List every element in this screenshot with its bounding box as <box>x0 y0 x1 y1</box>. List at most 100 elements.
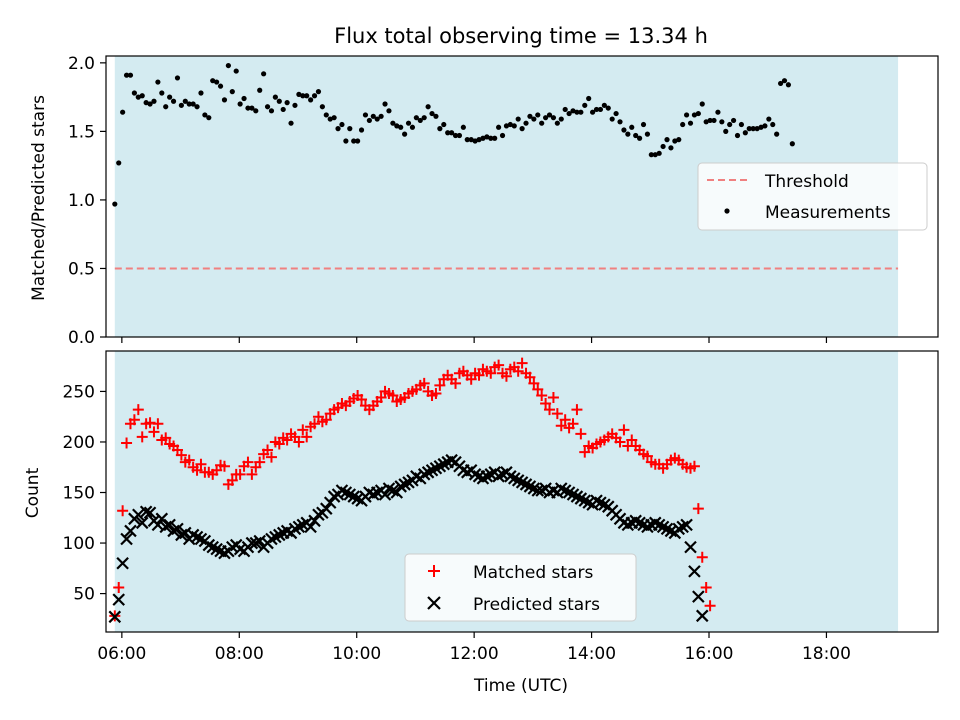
measurement-point <box>112 201 118 207</box>
measurement-point <box>178 102 184 108</box>
measurement-point <box>476 137 482 143</box>
measurement-point <box>672 138 678 144</box>
measurement-point <box>570 108 576 114</box>
measurement-points <box>112 62 795 207</box>
top-y-axis: 0.0 0.5 1.0 1.5 2.0 <box>68 54 106 348</box>
matched-star-point <box>152 418 164 430</box>
measurement-point <box>221 97 228 103</box>
matched-star-point <box>512 365 524 377</box>
measurement-point <box>437 126 443 132</box>
measurement-point <box>527 113 533 119</box>
matched-star-point <box>528 377 540 389</box>
bottom-legend-box <box>404 553 637 622</box>
measurement-point <box>127 72 134 78</box>
predicted-star-point <box>320 502 333 515</box>
measurement-point <box>366 117 372 124</box>
measurement-point <box>687 120 694 126</box>
measurement-point <box>754 126 760 132</box>
measurement-point <box>123 72 130 78</box>
measurement-point <box>578 109 584 115</box>
predicted-star-point <box>155 512 169 526</box>
measurement-point <box>644 131 651 137</box>
matched-star-point <box>132 404 144 416</box>
y-tick-label: 200 <box>63 433 95 453</box>
y-tick-label: 1.0 <box>68 191 95 211</box>
measurement-point <box>648 152 654 158</box>
measurement-point <box>711 117 717 124</box>
y-tick-label: 1.5 <box>68 122 95 142</box>
measurement-point <box>605 105 611 111</box>
matched-star-point <box>614 436 626 448</box>
measurement-point <box>362 112 369 118</box>
y-tick-label: 100 <box>63 534 95 554</box>
matched-star-point <box>450 377 462 389</box>
measurement-point <box>135 94 141 100</box>
matched-star-point <box>273 438 285 450</box>
matched-star-point <box>117 505 129 517</box>
predicted-star-point <box>116 556 129 570</box>
measurement-point <box>781 78 788 84</box>
measurement-point <box>394 123 400 129</box>
x-tick-label: 14:00 <box>567 644 616 664</box>
measurement-point <box>214 79 220 85</box>
measurement-point <box>456 132 463 139</box>
measurement-point <box>715 109 721 115</box>
measurement-point <box>636 135 643 141</box>
measurement-point <box>276 98 282 104</box>
measurement-point <box>308 97 314 103</box>
x-tick-label: 10:00 <box>332 644 381 664</box>
matched-stars-points <box>109 357 716 622</box>
matched-star-point <box>265 451 277 463</box>
x-axis-label: Time (UTC) <box>473 676 568 696</box>
predicted-star-point <box>688 565 701 578</box>
matched-star-point <box>320 414 332 426</box>
measurement-point <box>601 102 607 108</box>
measurement-point <box>480 135 486 141</box>
matched-star-point <box>700 582 712 594</box>
measurement-point <box>327 116 333 122</box>
matched-star-point <box>121 437 133 449</box>
measurement-point <box>558 116 564 122</box>
measurement-point <box>496 124 502 130</box>
measurement-point <box>707 117 713 124</box>
measurement-point <box>727 121 733 128</box>
matched-star-point <box>516 357 528 369</box>
measurement-point <box>272 94 278 100</box>
predicted-star-point <box>124 524 137 538</box>
predicted-star-point <box>378 488 392 501</box>
matched-star-point <box>692 503 704 515</box>
predicted-star-point <box>680 518 693 532</box>
measurement-point <box>421 115 427 121</box>
measurement-point <box>405 120 412 126</box>
measurement-point <box>390 120 396 126</box>
measurement-point <box>182 98 188 104</box>
measurement-point <box>382 101 388 107</box>
measurement-point <box>413 115 419 121</box>
matched-star-point <box>500 370 512 382</box>
measurement-point <box>766 116 772 122</box>
measurement-point <box>233 68 239 74</box>
legend-measurements-swatch <box>724 208 730 214</box>
measurement-point <box>268 108 275 114</box>
measurement-point <box>116 160 122 166</box>
x-tick-label: 18:00 <box>802 644 851 664</box>
matched-star-point <box>555 420 567 432</box>
bottom-panel: 06:00 08:00 10:00 12:00 14:00 16:00 18:00 50 10… <box>23 350 939 696</box>
measurement-point <box>147 101 153 107</box>
measurement-point <box>300 93 306 99</box>
matched-star-point <box>301 431 313 443</box>
measurement-point <box>174 75 181 81</box>
measurement-point <box>574 109 580 115</box>
predicted-star-point <box>108 610 122 624</box>
measurement-point <box>120 109 126 115</box>
measurement-point <box>515 116 521 122</box>
measurement-point <box>378 113 384 119</box>
legend-threshold-label: Threshold <box>764 172 849 192</box>
matched-star-point <box>144 417 156 429</box>
measurement-point <box>433 113 439 119</box>
measurement-point <box>656 150 662 156</box>
measurement-point <box>284 100 290 106</box>
bottom-y-axis-label: Count <box>23 467 43 518</box>
measurement-point <box>229 89 235 95</box>
